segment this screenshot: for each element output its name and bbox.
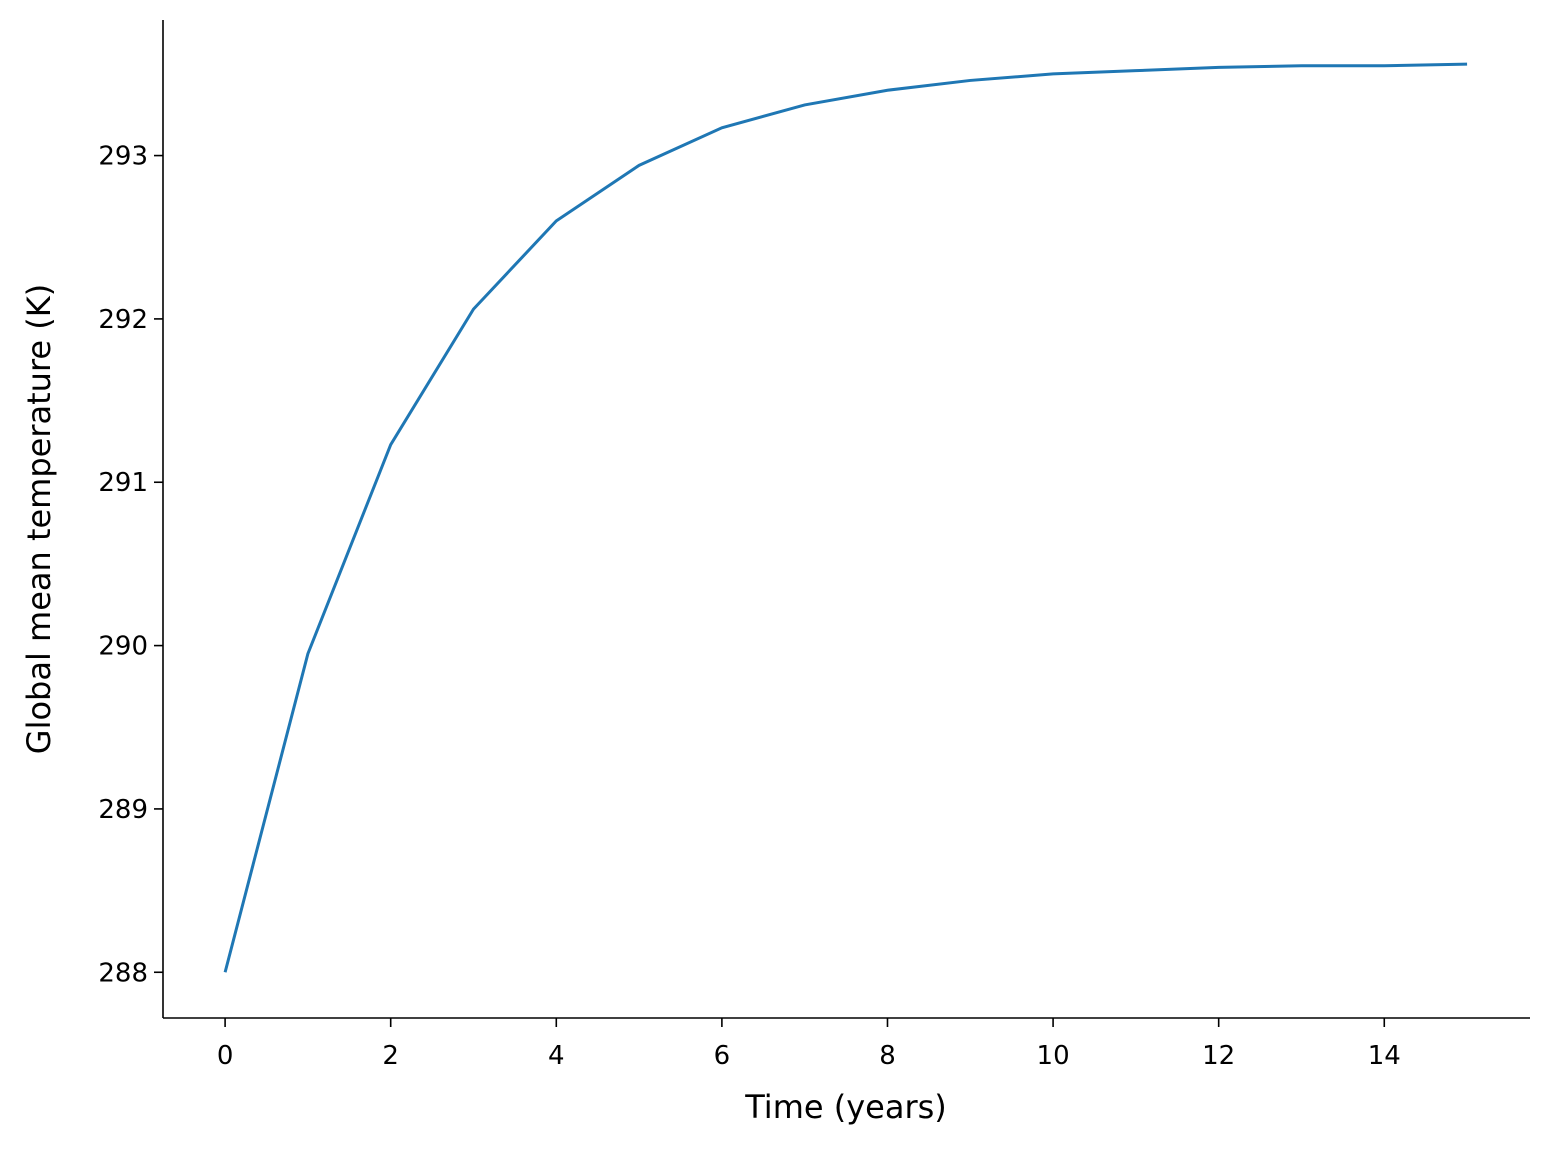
y-tick-label: 291 [98,468,148,498]
y-tick-label: 293 [98,142,148,172]
data-line [223,62,1468,973]
y-tick-label: 289 [98,795,148,825]
x-tick-label: 8 [879,1041,896,1071]
x-tick-label: 4 [548,1041,565,1071]
x-tick-label: 6 [714,1041,731,1071]
x-tick-label: 14 [1368,1041,1401,1071]
y-axis-label: Global mean temperature (K) [20,284,58,754]
x-tick-label: 0 [217,1041,234,1071]
x-axis-label: Time (years) [744,1088,947,1126]
x-tick-label: 12 [1202,1041,1235,1071]
y-tick-label: 288 [98,958,148,988]
y-tick-label: 290 [98,632,148,662]
x-tick-label: 10 [1037,1041,1070,1071]
y-tick-label: 292 [98,305,148,335]
x-tick-label: 2 [382,1041,399,1071]
